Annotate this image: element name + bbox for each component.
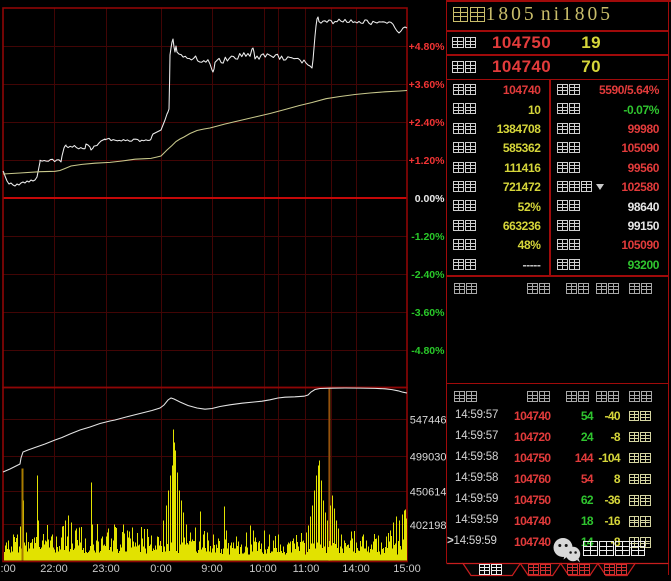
svg-text:-1.20%: -1.20% (411, 231, 445, 243)
svg-text:499030: 499030 (410, 451, 446, 463)
svg-text:0.00%: 0.00% (415, 193, 445, 205)
svg-text:-2.40%: -2.40% (411, 269, 445, 281)
svg-text:402198: 402198 (410, 520, 446, 532)
svg-text:11:00: 11:00 (293, 563, 320, 575)
svg-text:0:00: 0:00 (150, 563, 171, 575)
svg-text:10:00: 10:00 (249, 563, 277, 575)
svg-text:+4.80%: +4.80% (409, 41, 446, 53)
svg-text:15:00: 15:00 (393, 563, 421, 575)
svg-text:9:00: 9:00 (201, 563, 222, 575)
svg-text:+2.40%: +2.40% (409, 117, 446, 129)
svg-text:-3.60%: -3.60% (411, 307, 445, 319)
svg-text:22:00: 22:00 (40, 563, 68, 575)
svg-text:-4.80%: -4.80% (411, 345, 445, 357)
svg-text:21:00: 21:00 (0, 563, 16, 575)
svg-text:450614: 450614 (410, 486, 446, 498)
svg-text:14:00: 14:00 (342, 563, 370, 575)
svg-text:547446: 547446 (410, 414, 446, 426)
svg-text:+1.20%: +1.20% (409, 155, 446, 167)
svg-text:23:00: 23:00 (92, 563, 120, 575)
svg-text:+3.60%: +3.60% (409, 79, 446, 91)
